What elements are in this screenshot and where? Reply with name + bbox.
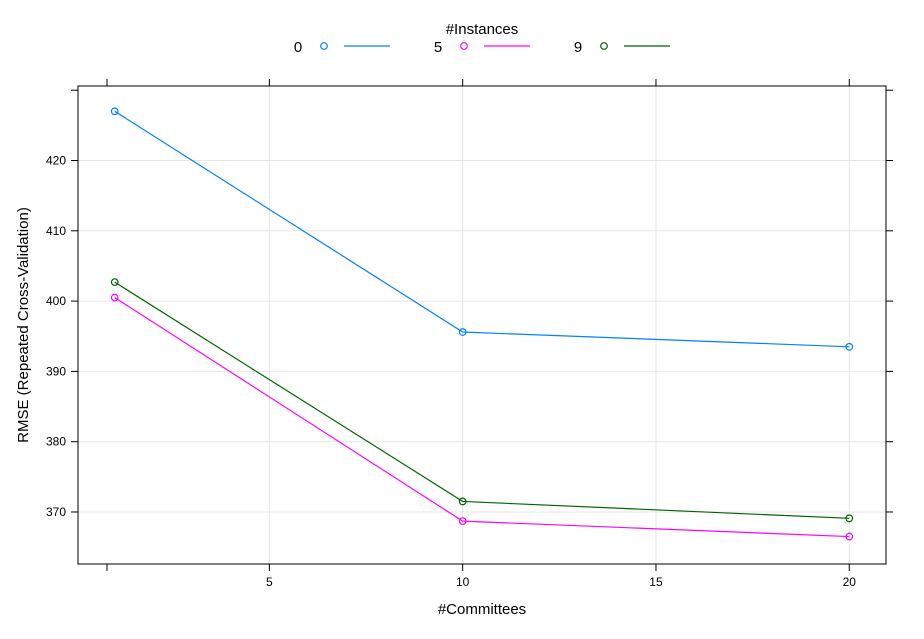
data-point-9 [845, 514, 854, 523]
x-tick-label: 5 [266, 575, 273, 589]
data-point-0 [458, 328, 467, 336]
legend-title: #Instances [446, 21, 519, 38]
legend: 0 5 9 [294, 39, 670, 56]
data-point-0 [110, 107, 119, 116]
data-point-9 [110, 278, 119, 287]
legend-label: 9 [574, 39, 582, 56]
series-line-0 [114, 110, 850, 348]
y-tick-label: 380 [46, 435, 66, 449]
y-tick-label: 390 [46, 364, 66, 378]
data-point-5 [110, 293, 119, 302]
legend-label: 0 [294, 39, 302, 56]
x-axis-label: #Committees [438, 601, 526, 618]
y-tick-label: 370 [46, 505, 66, 519]
y-tick-label: 410 [46, 224, 66, 238]
legend-point-icon [600, 42, 608, 50]
data-point-9 [458, 497, 467, 506]
data-point-5 [845, 532, 854, 541]
x-tick-label: 15 [649, 575, 663, 589]
x-tick-label: 10 [456, 575, 470, 589]
y-axis-label: RMSE (Repeated Cross-Validation) [15, 207, 32, 443]
data-point-0 [845, 342, 854, 351]
grid-lines [78, 86, 886, 564]
series-lines [110, 107, 854, 541]
axis-ticks: 5 10 15 20 370 380 390 400 410 420 [46, 79, 893, 589]
series-line-5 [114, 297, 850, 538]
plot-panel [77, 85, 887, 565]
y-tick-label: 400 [46, 294, 66, 308]
y-tick-label: 420 [46, 154, 66, 168]
legend-point-icon [320, 42, 328, 50]
legend-label: 5 [434, 39, 442, 56]
data-point-5 [458, 517, 467, 526]
x-tick-label: 20 [843, 575, 857, 589]
series-line-9 [114, 281, 850, 519]
legend-point-icon [460, 42, 468, 50]
